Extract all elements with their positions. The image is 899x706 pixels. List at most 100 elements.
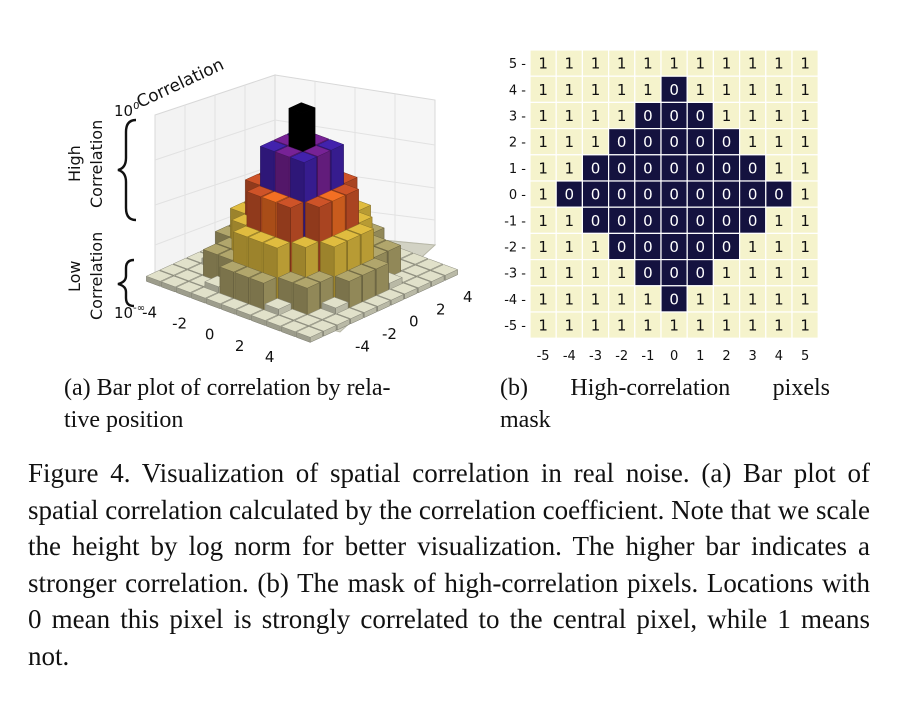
mask-cell: 1 (529, 180, 557, 208)
mask-cell: 1 (607, 75, 636, 104)
caption-a-line-1: (a) Bar plot of correlation by rela- (64, 375, 391, 401)
mask-cell-value: 1 (774, 212, 784, 230)
mask-cell: 0 (686, 232, 714, 261)
mask-cell-value: 1 (591, 264, 601, 282)
mask-cell-value: 0 (643, 107, 653, 125)
mask-cell-value: 0 (774, 186, 784, 204)
mask-cell: 0 (660, 127, 688, 156)
mask-cell-value: 0 (643, 238, 653, 256)
z-tick-top: 100 (114, 101, 139, 120)
mask-cell-value: 1 (800, 55, 810, 73)
mask-cell: 1 (712, 75, 741, 104)
mask-cell: 1 (529, 285, 557, 313)
mask-cell-value: 0 (722, 186, 732, 204)
mask-cell: 1 (581, 127, 610, 156)
mask-cell-value: 0 (669, 133, 679, 151)
mask-cell-value: 1 (800, 317, 810, 335)
mask-cell: 0 (660, 154, 688, 182)
mask-cell: 0 (607, 206, 636, 234)
mask-cell-value: 1 (565, 133, 575, 151)
mask-cell-value: 0 (722, 238, 732, 256)
mask-cell-value: 1 (617, 290, 627, 308)
mask-cell: 1 (555, 101, 583, 130)
mask-cell: 1 (765, 127, 793, 156)
mask-x-tick: -2 (615, 349, 628, 364)
mask-cell-value: 1 (617, 81, 627, 99)
mask-cell: 1 (791, 311, 819, 339)
bar (295, 326, 324, 343)
mask-x-tick: -5 (537, 349, 550, 364)
mask-x-tick: 2 (722, 349, 730, 364)
mask-cell-value: 1 (538, 107, 548, 125)
mask-x-tick: 5 (801, 349, 809, 364)
mask-cell: 1 (529, 311, 557, 339)
mask-cell-value: 0 (696, 186, 706, 204)
mask-cell: 1 (739, 259, 767, 287)
caption-b: (b) High-correlation pixels mask (500, 372, 830, 436)
mask-cell-value: 1 (774, 81, 784, 99)
high-brace (117, 118, 137, 222)
mask-cell-value: 1 (591, 133, 601, 151)
mask-cell: 1 (712, 259, 741, 287)
mask-cell: 0 (581, 154, 610, 182)
mask-cell: 1 (634, 49, 662, 77)
x-tick-label: -2 (172, 314, 187, 332)
mask-cell: 1 (791, 49, 819, 77)
mask-cells: 1 1 1 1 1 1 1 1 1 1 11 1 1 1 1 0 1 1 1 1 11 1 1 1 0 0 0 1 1 1 11 1 1 0 0 0 0… (529, 49, 819, 339)
y-tick-label: -2 (382, 325, 397, 343)
mask-cell: 1 (791, 101, 819, 130)
mask-cell: 0 (712, 180, 741, 208)
mask-cell-value: 1 (669, 317, 679, 335)
high-label-1: High (65, 145, 84, 182)
mask-cell-value: 0 (696, 264, 706, 282)
mask-cell-value: 1 (591, 107, 601, 125)
mask-cell-value: 1 (722, 317, 732, 335)
caption-b-word-3: pixels (772, 375, 830, 401)
y-tick-labels: 420 -2 -4 (355, 288, 473, 356)
bars (145, 102, 459, 343)
x-tick-labels: -4 -2 0 2 4 (142, 303, 274, 366)
mask-cell: 1 (581, 101, 610, 130)
mask-cell-value: 1 (538, 264, 548, 282)
mask-cell: 1 (739, 75, 767, 104)
mask-cell-value: 1 (591, 317, 601, 335)
mask-x-ticks: -5 -4 -3 -2 -1 0 1 2 3 4 5 (537, 349, 810, 364)
mask-cell: 0 (686, 101, 714, 130)
mask-cell: 1 (739, 311, 767, 339)
mask-cell-value: 1 (696, 81, 706, 99)
mask-cell-value: 1 (538, 133, 548, 151)
mask-cell-value: 0 (617, 238, 627, 256)
mask-cell: 1 (581, 75, 610, 104)
mask-cell-value: 1 (643, 55, 653, 73)
mask-cell: 1 (791, 75, 819, 104)
mask-cell-value: 0 (643, 212, 653, 230)
mask-cell: 0 (660, 75, 688, 104)
caption-b-word-2: High-correlation (570, 375, 731, 401)
mask-cell: 0 (634, 180, 662, 208)
mask-cell: 1 (765, 101, 793, 130)
mask-cell-value: 0 (669, 238, 679, 256)
mask-cell-value: 0 (591, 212, 601, 230)
mask-x-tick: 1 (696, 349, 704, 364)
mask-cell-value: 1 (748, 55, 758, 73)
mask-cell-value: 0 (669, 290, 679, 308)
mask-cell: 1 (634, 311, 662, 339)
mask-cell: 1 (555, 127, 583, 156)
mask-cell: 1 (529, 75, 557, 104)
mask-cell: 1 (686, 75, 714, 104)
mask-y-tick: -4 - (504, 293, 526, 308)
mask-cell-value: 1 (748, 81, 758, 99)
mask-cell-value: 1 (774, 290, 784, 308)
z-tick-bottom: 10-∞ (114, 303, 145, 322)
mask-y-tick: -3 - (504, 267, 526, 282)
mask-cell: 0 (634, 127, 662, 156)
y-tick-label: 2 (436, 300, 446, 318)
mask-y-tick: -2 - (504, 241, 526, 256)
mask-cell: 1 (712, 311, 741, 339)
mask-cell-value: 1 (748, 290, 758, 308)
mask-cell: 1 (555, 154, 583, 182)
mask-cell: 1 (529, 259, 557, 287)
mask-cell-value: 1 (565, 107, 575, 125)
mask-cell: 1 (529, 206, 557, 234)
mask-cell-value: 1 (696, 317, 706, 335)
